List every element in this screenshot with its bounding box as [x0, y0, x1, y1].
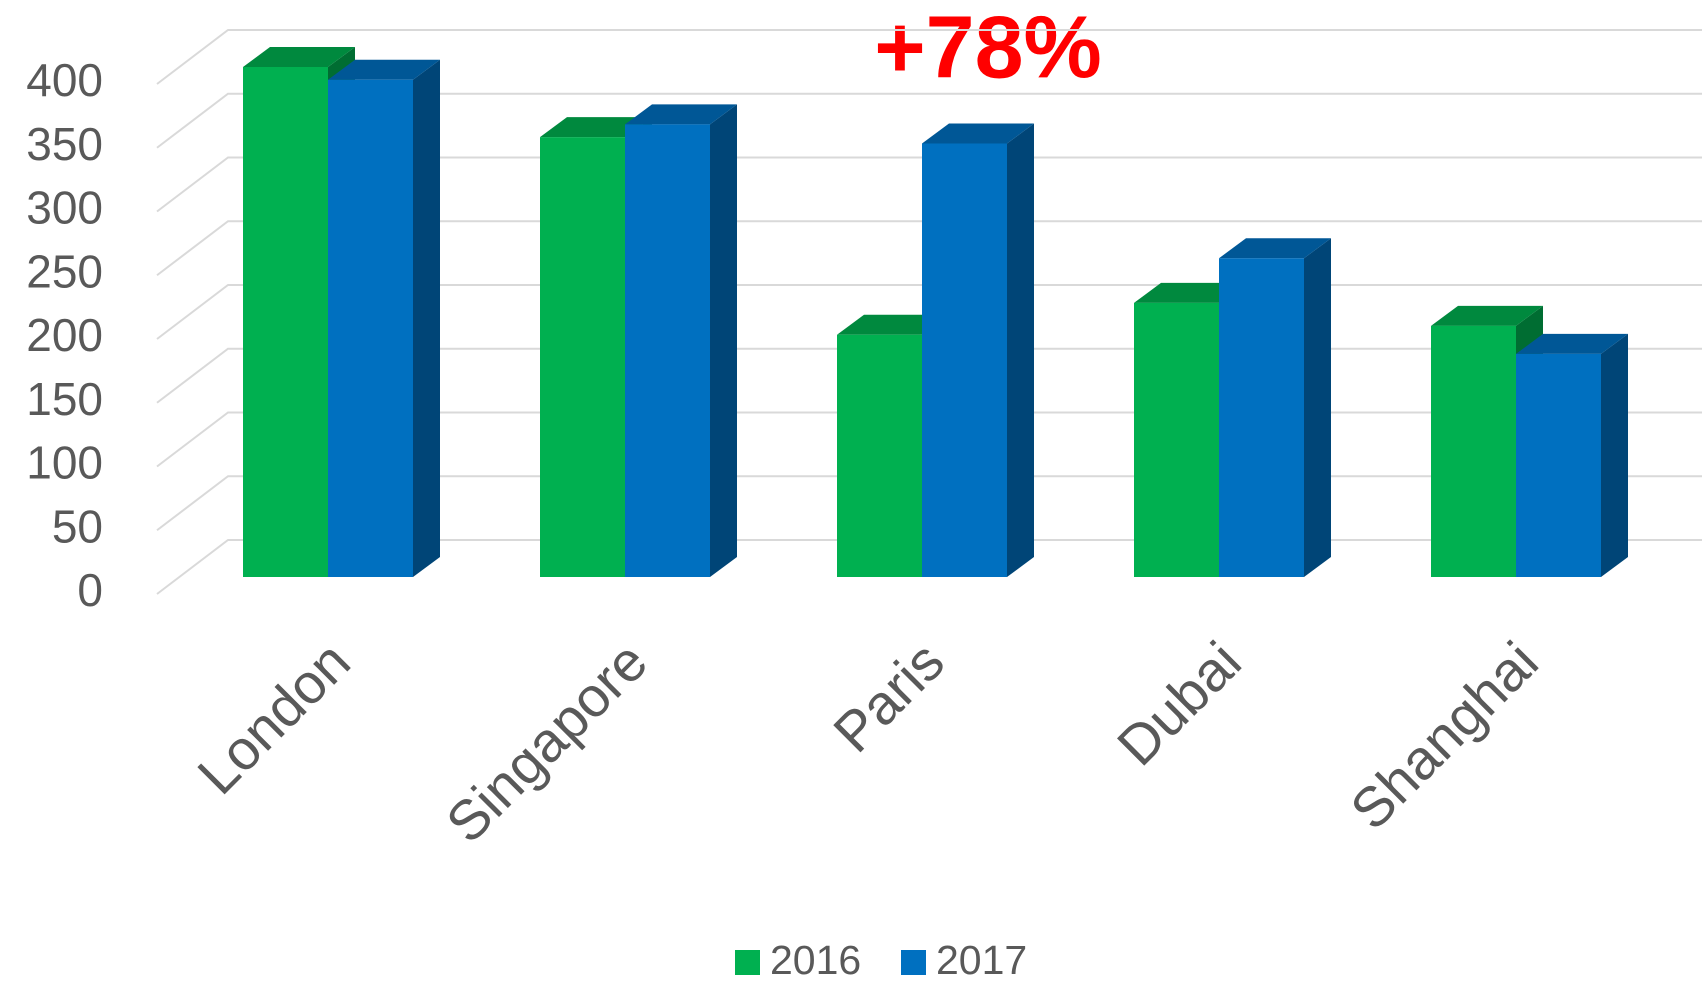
bar-top: [328, 59, 440, 80]
bar-top: [1516, 333, 1628, 354]
x-tick-label: Dubai: [1105, 629, 1253, 777]
bar: [243, 67, 328, 577]
x-tick-label: Singapore: [434, 629, 659, 854]
bar: [1516, 353, 1601, 577]
x-tick-label: Shanghai: [1338, 629, 1550, 841]
bar: [837, 334, 922, 577]
grid-line: [156, 220, 1702, 277]
y-tick-label: 200: [26, 309, 103, 361]
legend-label: 2016: [770, 937, 861, 981]
grid-line: [156, 156, 1702, 213]
legend-swatch: [735, 950, 760, 975]
bar: [625, 124, 710, 577]
bar-top: [1219, 238, 1331, 259]
bar: [540, 137, 625, 577]
bar: [1134, 302, 1219, 577]
bar-top: [1134, 282, 1246, 303]
grid-line: [156, 29, 1702, 85]
bar-top: [837, 314, 949, 335]
bar: [1219, 258, 1304, 577]
bar-side: [710, 104, 737, 577]
y-tick-label: 100: [26, 437, 103, 489]
bar-top: [1431, 305, 1543, 326]
bar-side: [413, 59, 440, 577]
x-tick-label: Paris: [821, 629, 956, 764]
annotation: +78%: [874, 0, 1102, 96]
bar-top: [625, 104, 737, 125]
x-tick-label: London: [185, 629, 362, 806]
bar-top: [540, 117, 652, 138]
y-tick-label: 0: [77, 564, 103, 616]
grid-line: [156, 92, 1702, 149]
legend-swatch: [901, 950, 926, 975]
bar: [922, 143, 1007, 577]
y-tick-label: 300: [26, 182, 103, 234]
bar-side: [1601, 333, 1628, 577]
legend-label: 2017: [936, 937, 1027, 981]
y-tick-label: 150: [26, 373, 103, 425]
y-tick-label: 350: [26, 118, 103, 170]
y-tick-label: 250: [26, 245, 103, 297]
bar: [328, 79, 413, 577]
y-tick-label: 400: [26, 54, 103, 106]
y-tick-label: 50: [52, 500, 103, 552]
bar: [1431, 325, 1516, 577]
bar-top: [922, 123, 1034, 144]
bar-side: [1007, 123, 1034, 577]
bar-side: [1304, 238, 1331, 577]
bar-top: [243, 47, 355, 67]
